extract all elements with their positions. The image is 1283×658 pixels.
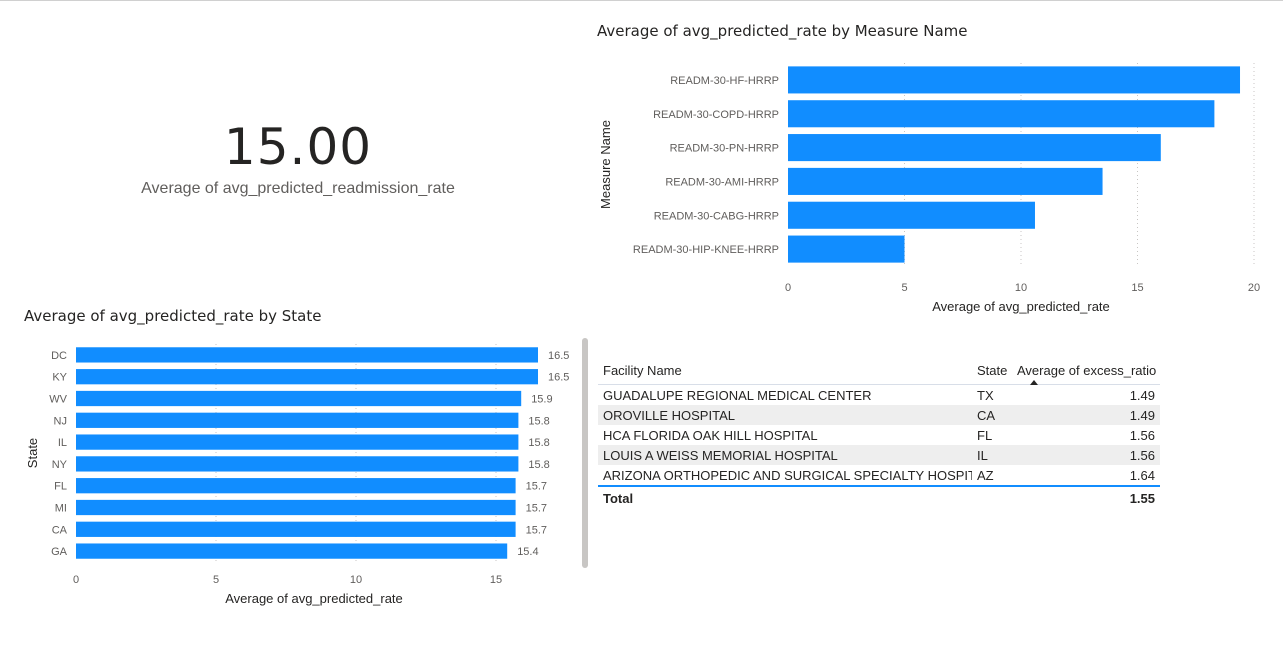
cell-state: TX: [977, 387, 994, 403]
cell-facility-name: LOUIS A WEISS MEMORIAL HOSPITAL: [598, 445, 972, 465]
total-state: [972, 485, 1012, 509]
kpi-value: 15.00: [223, 118, 373, 176]
x-axis-title: Average of avg_predicted_rate: [932, 299, 1110, 314]
cell-facility-name: HCA FLORIDA OAK HILL HOSPITAL: [603, 427, 818, 443]
x-tick-label: 10: [1015, 282, 1027, 294]
kpi-label: Average of avg_predicted_readmission_rat…: [141, 180, 455, 197]
cell-excess-ratio: 1.64: [1129, 467, 1155, 483]
category-label: READM-30-AMI-HRRP: [665, 176, 779, 188]
cell-state: IL: [972, 445, 1012, 465]
cell-excess-ratio: 1.56: [1129, 427, 1155, 443]
x-tick-label: 0: [785, 282, 791, 294]
x-tick-label: 5: [901, 282, 907, 294]
table-row[interactable]: LOUIS A WEISS MEMORIAL HOSPITAL IL 1.56: [598, 445, 1160, 465]
bar-readm-30-pn-hrrp[interactable]: [788, 134, 1161, 162]
category-label: READM-30-PN-HRRP: [670, 143, 779, 155]
column-header-facility-name[interactable]: Facility Name: [598, 356, 972, 385]
category-label: READM-30-COPD-HRRP: [653, 109, 779, 121]
table-row[interactable]: OROVILLE HOSPITAL CA 1.49: [598, 405, 1160, 425]
x-tick-label: 15: [1131, 282, 1143, 294]
bar-readm-30-ami-hrrp[interactable]: [788, 167, 1103, 195]
total-value: 1.55: [1012, 485, 1160, 509]
category-label: READM-30-HIP-KNEE-HRRP: [633, 244, 779, 256]
y-axis-title: Measure Name: [598, 120, 613, 209]
bar-readm-30-hip-knee-hrrp[interactable]: [788, 235, 905, 263]
total-label: Total: [598, 485, 972, 509]
state-chart-scrollbar[interactable]: [582, 338, 588, 568]
facility-table[interactable]: Facility Name State Average of excess_ra…: [598, 356, 1160, 509]
column-header-excess-ratio-label: Average of excess_ratio: [1017, 362, 1157, 378]
bar-readm-30-cabg-hrrp[interactable]: [788, 201, 1035, 229]
table-header-row: Facility Name State Average of excess_ra…: [598, 356, 1160, 385]
cell-state: CA: [972, 405, 1012, 425]
cell-facility-name: ARIZONA ORTHOPEDIC AND SURGICAL SPECIALT…: [603, 467, 972, 483]
kpi-card[interactable]: 15.00 Average of avg_predicted_readmissi…: [100, 110, 496, 198]
category-label: READM-30-HF-HRRP: [670, 75, 779, 87]
cell-excess-ratio: 1.49: [1129, 387, 1155, 403]
column-header-excess-ratio[interactable]: Average of excess_ratio: [1012, 356, 1160, 385]
table-row[interactable]: GUADALUPE REGIONAL MEDICAL CENTER TX 1.49: [598, 385, 1160, 406]
category-label: READM-30-CABG-HRRP: [654, 210, 779, 222]
cell-state: AZ: [977, 467, 994, 483]
cell-state: FL: [977, 427, 993, 443]
table-row[interactable]: ARIZONA ORTHOPEDIC AND SURGICAL SPECIALT…: [598, 465, 1160, 486]
x-tick-label: 20: [1248, 282, 1260, 294]
bar-readm-30-hf-hrrp[interactable]: [788, 66, 1241, 94]
cell-excess-ratio: 1.49: [1012, 405, 1160, 425]
cell-facility-name: OROVILLE HOSPITAL: [598, 405, 972, 425]
measure-chart-title: Average of avg_predicted_rate by Measure…: [597, 22, 968, 40]
cell-excess-ratio: 1.56: [1012, 445, 1160, 465]
top-border: [0, 0, 1283, 1]
state-chart-title: Average of avg_predicted_rate by State: [24, 307, 322, 325]
bar-readm-30-copd-hrrp[interactable]: [788, 100, 1215, 128]
cell-facility-name: GUADALUPE REGIONAL MEDICAL CENTER: [603, 387, 872, 403]
column-header-state[interactable]: State: [972, 356, 1012, 385]
table-total-row: Total 1.55: [598, 485, 1160, 509]
sort-ascending-icon: [1030, 380, 1038, 385]
table-row[interactable]: HCA FLORIDA OAK HILL HOSPITAL FL 1.56: [598, 425, 1160, 445]
